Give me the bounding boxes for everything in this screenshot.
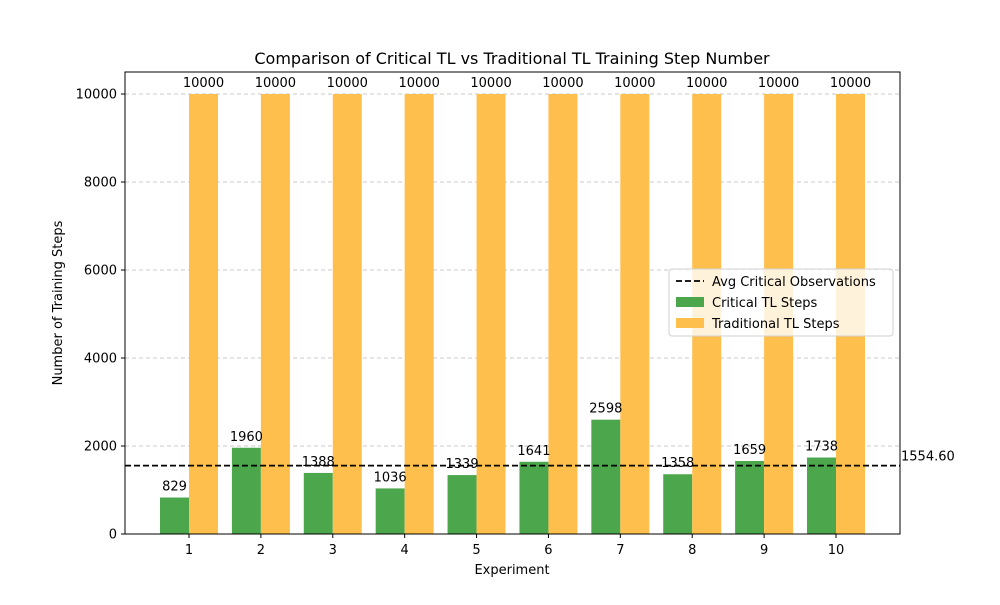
traditional-bar [189,94,218,534]
legend: Avg Critical Observations Critical TL Ste… [668,268,894,337]
y-tick-label: 6000 [84,264,117,279]
traditional-value-label: 10000 [758,76,799,91]
traditional-value-label: 10000 [327,76,368,91]
critical-bar [303,472,333,534]
x-tick-label: 5 [472,543,480,558]
traditional-value-label: 10000 [830,76,871,91]
legend-label-series: Critical TL Steps [712,296,818,311]
critical-bar [519,461,549,534]
bars [160,94,865,534]
x-tick-label: 2 [257,543,265,558]
legend-label-average: Avg Critical Observations [712,275,876,290]
critical-value-label: 1738 [805,440,838,455]
chart-title: Comparison of Critical TL vs Traditional… [254,49,770,68]
y-axis: 0 2000 4000 6000 8000 10000 [76,88,125,543]
plot-frame [124,71,901,535]
legend-swatch [676,297,704,307]
average-line-group: 1554.60 [125,450,955,467]
traditional-value-label: 10000 [398,76,439,91]
critical-value-label: 1960 [230,430,263,445]
traditional-bar [260,94,290,534]
x-tick-label: 10 [828,543,845,558]
critical-value-label: 1339 [446,457,479,472]
traditional-bar [404,94,434,534]
x-axis-label: Experiment [474,563,549,578]
y-axis-label: Number of Training Steps [51,220,66,385]
y-tick-label: 2000 [84,440,117,455]
critical-bar [160,497,189,534]
x-tick-label: 1 [185,543,193,558]
critical-bar [735,461,765,534]
x-tick-label: 8 [688,543,696,558]
legend-swatch [676,318,704,328]
x-tick-label: 4 [401,543,409,558]
y-tick-label: 10000 [76,88,117,103]
critical-value-label: 1641 [517,444,550,459]
x-tick-label: 6 [544,543,552,558]
bar-value-labels: 829 1960 1388 1036 1339 1641 2598 1358 1659 1738 1… [162,76,871,495]
traditional-value-label: 10000 [470,76,511,91]
y-tick-label: 4000 [84,352,117,367]
critical-bar [807,457,836,534]
critical-value-label: 1358 [661,456,694,471]
legend-box [668,268,894,337]
x-tick-label: 7 [616,543,624,558]
critical-value-label: 1659 [733,443,766,458]
critical-value-label: 1036 [374,470,407,485]
critical-bar [663,474,693,534]
critical-bar [447,475,477,534]
traditional-value-label: 10000 [183,76,224,91]
critical-bar [375,488,405,534]
critical-value-label: 1388 [302,455,335,470]
traditional-value-label: 10000 [255,76,296,91]
traditional-value-label: 10000 [686,76,727,91]
critical-bar [591,419,621,534]
x-tick-label: 3 [329,543,337,558]
y-tick-label: 0 [109,528,117,543]
critical-value-label: 2598 [589,402,622,417]
traditional-bar [548,94,578,534]
x-axis: 1 2 3 4 5 6 7 8 9 10 [185,534,844,558]
average-line-label: 1554.60 [901,450,955,465]
traditional-bar [332,94,362,534]
legend-label-series: Traditional TL Steps [711,317,840,332]
traditional-bar [476,94,506,534]
traditional-bar [620,94,650,534]
traditional-value-label: 10000 [542,76,583,91]
traditional-value-label: 10000 [614,76,655,91]
critical-bar [231,447,261,534]
critical-value-label: 829 [162,480,187,495]
x-tick-label: 9 [760,543,768,558]
y-tick-label: 8000 [84,176,117,191]
